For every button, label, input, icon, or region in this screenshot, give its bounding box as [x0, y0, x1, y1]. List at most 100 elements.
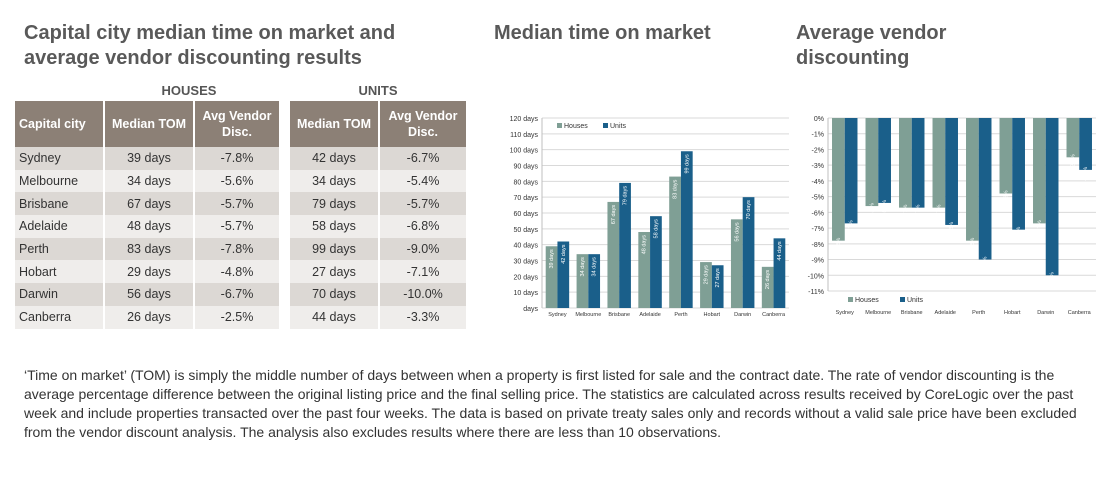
units-legend-swatch: [603, 123, 608, 128]
x-tick-label: Brisbane: [608, 312, 630, 318]
y-tick-label: 30 days: [513, 259, 538, 266]
houses-bar: [1033, 118, 1046, 224]
data-label: 70 days: [746, 200, 752, 220]
houses-tom-cell: 48 days: [104, 215, 195, 238]
houses-bar: [730, 219, 743, 308]
units-bar: [711, 265, 724, 308]
units-tom-cell: 99 days: [290, 237, 380, 261]
y-tick-label: -9%: [812, 258, 824, 265]
legend-label: Units: [610, 123, 626, 130]
methodology-note: ‘Time on market’ (TOM) is simply the mid…: [24, 367, 1077, 440]
y-tick-label: -3%: [812, 163, 824, 170]
x-tick-label: Canberra: [1068, 310, 1092, 316]
table-row: 58 days -6.8%: [290, 215, 466, 238]
table-row: Sydney 39 days -7.8%: [15, 147, 279, 170]
units-bar: [650, 216, 662, 308]
column-header-houses-tom: Median TOM: [104, 101, 195, 147]
y-tick-label: 0%: [814, 116, 824, 123]
units-tom-cell: 58 days: [290, 215, 380, 238]
data-label: -6.7%: [849, 220, 855, 234]
data-label: 44 days: [777, 241, 783, 261]
y-tick-label: 90 days: [513, 164, 538, 171]
units-disc-cell: -3.3%: [379, 305, 466, 329]
x-tick-label: Darwin: [1037, 310, 1054, 316]
y-tick-label: 60 days: [513, 211, 538, 218]
data-label: 34 days: [592, 257, 598, 277]
data-label: 58 days: [653, 219, 659, 239]
x-tick-label: Melbourne: [865, 310, 891, 316]
x-tick-label: Perth: [972, 310, 985, 316]
city-cell: Adelaide: [15, 215, 105, 238]
data-label: -5.7%: [936, 205, 942, 219]
y-tick-label: 10 days: [513, 290, 538, 297]
houses-disc-cell: -7.8%: [194, 237, 279, 261]
x-tick-label: Hobart: [1004, 310, 1021, 316]
units-bar: [742, 197, 755, 308]
units-bar: [978, 118, 992, 260]
units-bar: [773, 238, 786, 308]
x-tick-label: Adelaide: [935, 310, 956, 316]
data-label: 56 days: [734, 222, 740, 242]
houses-tom-cell: 34 days: [104, 169, 195, 193]
city-cell: Hobart: [15, 260, 105, 284]
data-label: 42 days: [561, 244, 567, 264]
data-label: -5.7%: [903, 205, 909, 219]
houses-tom-cell: 26 days: [104, 305, 195, 329]
table-row: 99 days -9.0%: [290, 237, 466, 261]
column-header-units-disc: Avg Vendor Disc.: [379, 101, 466, 147]
units-bar: [945, 118, 958, 225]
houses-bar: [700, 262, 712, 308]
units-bar: [844, 118, 858, 224]
houses-group-header: HOUSES: [161, 83, 217, 98]
units-disc-cell: -7.1%: [379, 260, 466, 284]
houses-bar: [1066, 118, 1080, 158]
data-label: 83 days: [673, 179, 679, 199]
city-cell: Melbourne: [15, 169, 105, 193]
units-disc-cell: -6.8%: [379, 215, 466, 238]
y-tick-label: days: [523, 306, 538, 313]
x-tick-label: Darwin: [734, 312, 751, 318]
x-tick-label: Adelaide: [639, 312, 660, 318]
data-label: 29 days: [703, 265, 709, 285]
column-header-units-tom: Median TOM: [290, 101, 380, 147]
data-label: -7.8%: [970, 238, 976, 252]
y-tick-label: -6%: [812, 210, 824, 217]
city-cell: Darwin: [15, 283, 105, 306]
data-label: 27 days: [715, 268, 721, 288]
houses-table: Capital city Median TOM Avg Vendor Disc.…: [15, 101, 279, 329]
data-label: -6.8%: [949, 222, 955, 236]
units-disc-cell: -6.7%: [379, 147, 466, 170]
houses-bar: [607, 201, 620, 308]
data-label: -5.6%: [869, 203, 875, 217]
units-tom-cell: 27 days: [290, 260, 380, 284]
data-label: -7.1%: [1016, 227, 1022, 241]
table-row: Perth 83 days -7.8%: [15, 237, 279, 261]
table-row: Darwin 56 days -6.7%: [15, 283, 279, 306]
data-label: 26 days: [765, 270, 771, 290]
data-label: 67 days: [611, 205, 617, 225]
discount-bar-chart: 0% -1% -2% -3% -4% -5% -6% -7% -8% -9% -10% -11% Syd…: [808, 116, 1096, 316]
tom-bar-chart: days 10 days 20 days 30 days 40 days 50 days 6…: [510, 116, 789, 318]
y-tick-label: 100 days: [510, 148, 539, 155]
units-table: Median TOM Avg Vendor Disc. 42 days -6.7%…: [290, 101, 466, 329]
houses-bar: [545, 246, 558, 308]
table-row: Brisbane 67 days -5.7%: [15, 192, 279, 216]
houses-bar: [932, 118, 946, 208]
x-tick-label: Perth: [674, 312, 687, 318]
houses-disc-cell: -7.8%: [194, 147, 279, 170]
data-label: -6.7%: [1037, 220, 1043, 234]
units-bar: [1045, 118, 1059, 276]
units-bar: [588, 254, 601, 308]
y-tick-label: -2%: [812, 147, 824, 154]
houses-bar: [638, 232, 651, 308]
y-tick-label: -7%: [812, 226, 824, 233]
y-tick-label: 70 days: [513, 195, 538, 202]
houses-disc-cell: -4.8%: [194, 260, 279, 284]
city-cell: Sydney: [15, 147, 105, 170]
units-tom-cell: 34 days: [290, 169, 380, 193]
table-row: 27 days -7.1%: [290, 260, 466, 284]
data-label: -9.0%: [983, 256, 989, 270]
table-row: Adelaide 48 days -5.7%: [15, 215, 279, 238]
units-tom-cell: 79 days: [290, 192, 380, 216]
houses-bar: [669, 176, 681, 308]
